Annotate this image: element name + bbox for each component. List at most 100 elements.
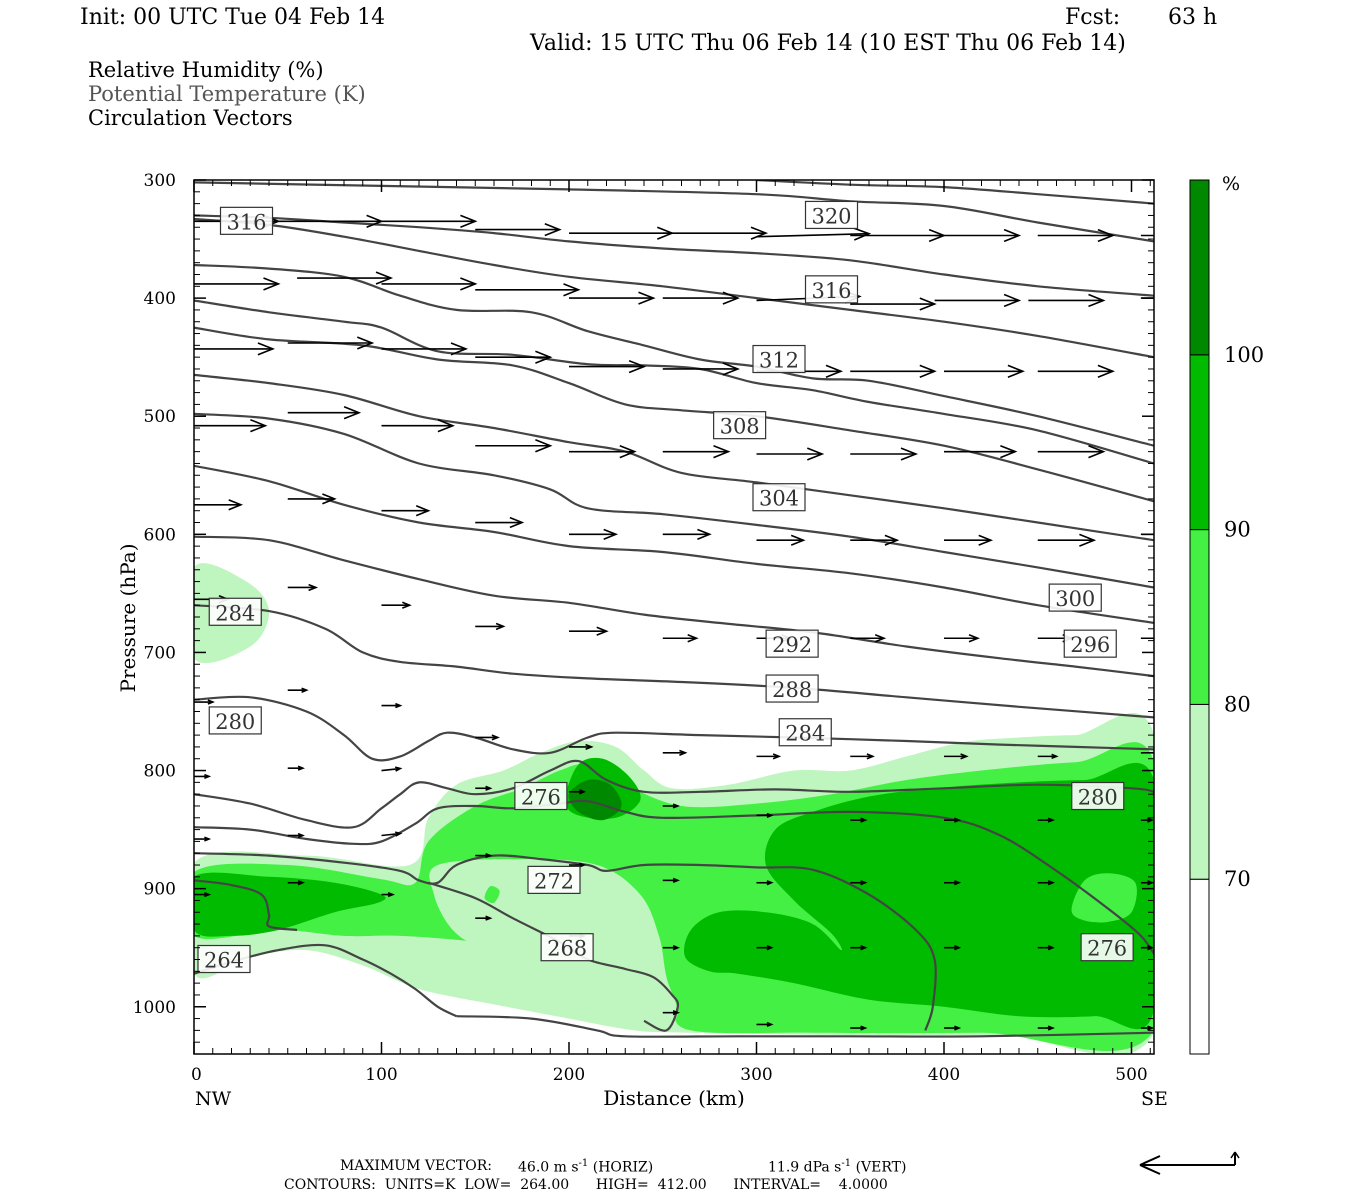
theta-label-text: 288 <box>772 678 812 702</box>
x-endpoint-se: SE <box>1141 1088 1168 1110</box>
theta-label-280: 280 <box>1071 781 1125 811</box>
theta-label-text: 316 <box>811 279 851 303</box>
circulation-vector <box>194 277 281 291</box>
circulation-vector <box>569 789 587 795</box>
circulation-vector <box>569 444 637 459</box>
y-tick-label: 400 <box>144 289 176 309</box>
circulation-vector <box>475 439 553 453</box>
theta-label-text: 272 <box>534 869 574 893</box>
circulation-vector <box>1140 637 1154 640</box>
theta-label-280: 280 <box>208 706 262 735</box>
circulation-vector <box>756 227 872 241</box>
circulation-vector <box>944 444 1018 459</box>
circulation-vector <box>944 364 1025 379</box>
circulation-vector <box>297 271 394 285</box>
circulation-vector <box>934 228 1022 243</box>
x-axis-title: Distance (km) <box>603 1086 745 1110</box>
circulation-vector <box>287 687 309 693</box>
theta-contour-300-10 <box>194 412 1154 589</box>
circulation-vector <box>850 1025 868 1031</box>
circulation-vector <box>194 499 244 511</box>
circulation-vector <box>756 945 774 951</box>
circulation-vector <box>850 534 900 546</box>
theta-label-text: 280 <box>215 710 255 734</box>
theta-label-304: 304 <box>752 483 806 512</box>
circulation-vector <box>1140 752 1154 754</box>
circulation-vector <box>381 214 478 229</box>
legend-theta: Potential Temperature (K) <box>88 82 366 106</box>
circulation-vector <box>287 880 305 886</box>
y-tick-label: 800 <box>144 762 176 782</box>
max-vector-label: MAXIMUM VECTOR: <box>340 1158 492 1174</box>
theta-label-276: 276 <box>1080 933 1134 962</box>
x-tick-label: 400 <box>928 1065 960 1085</box>
circulation-vector <box>1140 234 1154 237</box>
circulation-vector <box>1037 945 1055 951</box>
theta-contour-276-4 <box>194 799 1154 955</box>
circulation-vector <box>1037 753 1059 760</box>
circulation-vector <box>381 891 395 898</box>
circulation-vector <box>1140 817 1154 823</box>
rh-region-80-9 <box>484 886 500 904</box>
circulation-vector <box>381 342 469 356</box>
colorbar-swatch <box>1189 179 1210 356</box>
colorbar-swatch <box>1189 703 1210 880</box>
circulation-vector <box>475 516 525 529</box>
circulation-vector <box>381 766 403 772</box>
theta-contour-316-14 <box>194 263 1154 447</box>
theta-label-292: 292 <box>765 629 819 658</box>
theta-label-text: 312 <box>759 349 799 373</box>
theta-contour-320-15 <box>194 217 1154 359</box>
circulation-vector <box>850 364 937 379</box>
circulation-vector <box>194 836 212 842</box>
circulation-vector <box>1140 880 1154 886</box>
theta-label-264: 264 <box>197 944 251 974</box>
circulation-vector <box>287 765 305 771</box>
circulation-vector <box>662 749 688 756</box>
theta-contour-324-16 <box>194 214 1154 297</box>
x-tick-label: 0 <box>191 1065 202 1085</box>
circulation-vector <box>662 634 699 643</box>
circulation-vector <box>475 283 581 297</box>
circulation-vector <box>381 505 431 517</box>
circulation-vector <box>569 862 587 868</box>
circulation-vector <box>850 817 868 823</box>
theta-contour-304-11 <box>194 373 1154 542</box>
theta-label-text: 296 <box>1070 633 1110 657</box>
y-axis-title: Pressure (hPa) <box>116 544 140 693</box>
circulation-vector <box>662 226 769 240</box>
theta-label-316: 316 <box>219 206 274 235</box>
forecast-hours: 63 h <box>1168 5 1218 30</box>
theta-label-text: 320 <box>811 204 851 228</box>
theta-label-text: 284 <box>215 601 255 625</box>
circulation-vector <box>381 702 403 709</box>
circulation-vector <box>475 222 562 237</box>
circulation-vector <box>269 214 384 229</box>
circulation-vector <box>662 1010 680 1016</box>
circulation-vector <box>194 342 275 356</box>
forecast-label: Fcst: <box>1065 5 1121 30</box>
theta-label-272: 272 <box>527 865 581 894</box>
circulation-vector <box>194 773 212 780</box>
circulation-vector <box>662 362 740 376</box>
circulation-vector <box>381 277 478 291</box>
circulation-vector <box>662 877 680 883</box>
circulation-vector <box>756 534 806 546</box>
theta-label-288: 288 <box>765 674 819 703</box>
circulation-vector <box>756 447 825 461</box>
circulation-vector <box>475 734 500 741</box>
reference-vector <box>1139 1151 1240 1175</box>
theta-label-text: 304 <box>759 487 799 511</box>
theta-label-text: 308 <box>720 415 760 439</box>
theta-label-276: 276 <box>514 781 568 811</box>
circulation-vector <box>381 601 412 609</box>
theta-contour-312-13 <box>194 299 1154 465</box>
circulation-vector <box>944 880 962 886</box>
max-vector-vert: 11.9 dPa s-1 (VERT) <box>768 1158 907 1176</box>
circulation-vector <box>475 622 506 631</box>
circulation-vector <box>1037 228 1115 243</box>
theta-contour-272-3 <box>194 852 937 1031</box>
theta-label-284: 284 <box>208 597 262 626</box>
theta-contour-264-19 <box>456 1015 1154 1038</box>
theta-label-296: 296 <box>1063 629 1117 658</box>
